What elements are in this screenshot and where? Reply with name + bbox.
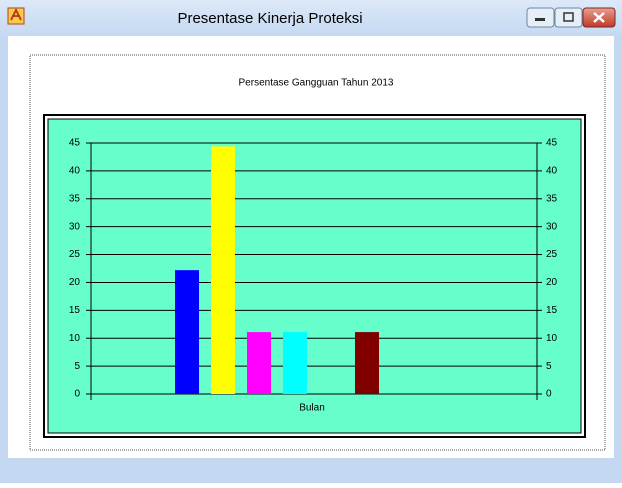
y2-tick-label: 40 [546, 166, 558, 177]
y-tick-label: 15 [69, 305, 81, 316]
y2-tick-label: 45 [546, 138, 558, 149]
bar [211, 146, 235, 394]
title-bar [0, 0, 622, 36]
y2-tick-label: 10 [546, 333, 558, 344]
y-tick-label: 10 [69, 333, 81, 344]
x-axis-label: Bulan [299, 403, 325, 414]
y-tick-label: 25 [69, 249, 81, 260]
bar [247, 332, 271, 394]
y-tick-label: 0 [74, 389, 80, 400]
y2-tick-label: 5 [546, 361, 552, 372]
bar [355, 332, 379, 394]
y-tick-label: 20 [69, 277, 81, 288]
y-tick-label: 5 [74, 361, 80, 372]
chart-title: Persentase Gangguan Tahun 2013 [239, 78, 394, 89]
bar [283, 332, 307, 394]
app-icon-glyph [10, 7, 22, 21]
plot-background [47, 118, 582, 434]
minimize-glyph [535, 18, 545, 21]
window-title: Presentase Kinerja Proteksi [177, 10, 362, 27]
y2-tick-label: 30 [546, 221, 558, 232]
y-tick-label: 45 [69, 138, 81, 149]
minimize-button[interactable] [526, 7, 555, 28]
chart-panel [43, 114, 586, 438]
maximize-glyph [563, 12, 574, 22]
y-tick-label: 30 [69, 221, 81, 232]
y2-tick-label: 25 [546, 249, 558, 260]
bar [175, 270, 199, 394]
y2-tick-label: 35 [546, 193, 558, 204]
y2-tick-label: 20 [546, 277, 558, 288]
y-tick-label: 40 [69, 166, 81, 177]
maximize-button[interactable] [554, 7, 583, 28]
chart-frame [29, 54, 606, 451]
y2-tick-label: 15 [546, 305, 558, 316]
y-tick-label: 35 [69, 193, 81, 204]
close-glyph [593, 12, 605, 23]
y2-tick-label: 0 [546, 389, 552, 400]
